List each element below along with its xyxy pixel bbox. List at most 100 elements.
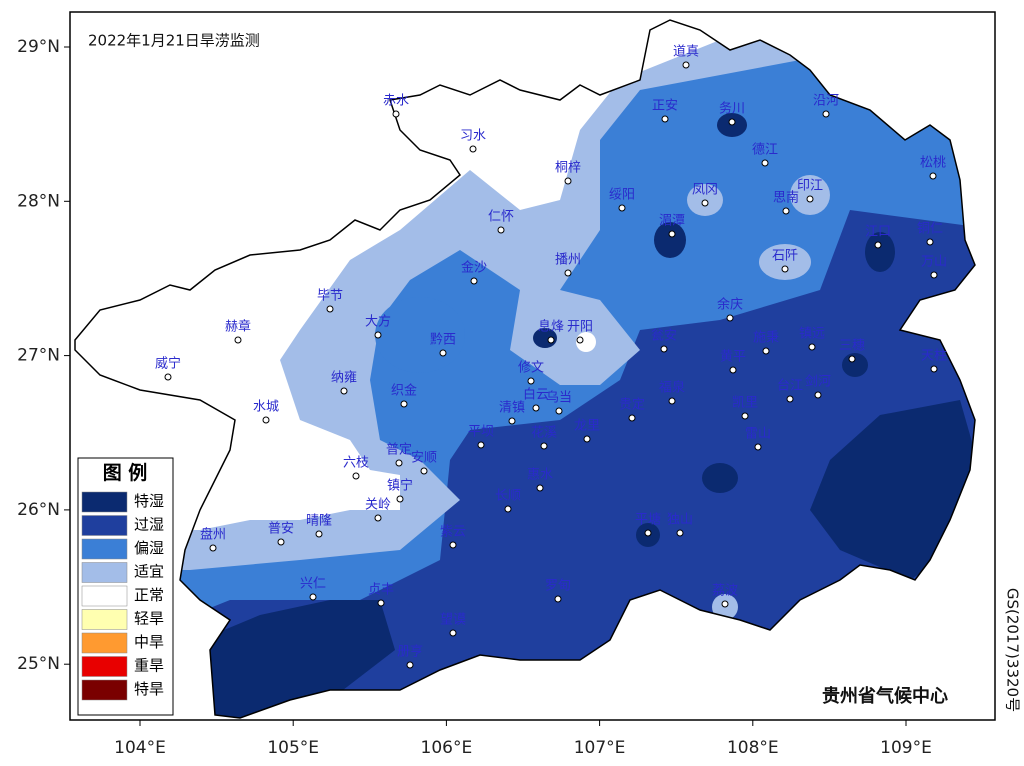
city-name: 瓮安 xyxy=(651,329,677,344)
city-dot xyxy=(930,365,938,373)
legend-label: 中旱 xyxy=(134,633,164,651)
city-dot xyxy=(315,530,323,538)
zone-extreme-wet xyxy=(654,222,686,258)
lon-label: 107°E xyxy=(574,738,626,758)
city-name: 贞丰 xyxy=(368,583,394,598)
city-dot xyxy=(554,595,562,603)
city-name: 荔波 xyxy=(712,584,738,599)
city-dot xyxy=(340,387,348,395)
legend-label: 轻旱 xyxy=(134,610,164,628)
city-dot xyxy=(741,412,749,420)
city-name: 德江 xyxy=(752,143,778,158)
city-name: 凤冈 xyxy=(692,183,718,198)
city-name: 修文 xyxy=(518,361,544,376)
city-dot xyxy=(676,529,684,537)
city-dot xyxy=(729,366,737,374)
lon-label: 108°E xyxy=(727,738,779,758)
city-name: 息烽 xyxy=(538,319,564,335)
city-name: 长顺 xyxy=(495,489,521,504)
city-dot xyxy=(583,435,591,443)
city-name: 平坝 xyxy=(468,425,494,440)
city-name: 务川 xyxy=(719,101,745,117)
legend-label: 偏湿 xyxy=(134,539,164,557)
lat-label: 29°N xyxy=(17,37,60,57)
lat-label: 26°N xyxy=(17,500,60,520)
lat-label: 27°N xyxy=(17,346,60,366)
city-name: 威宁 xyxy=(155,356,181,372)
city-dot xyxy=(930,271,938,279)
city-dot xyxy=(536,484,544,492)
legend-label: 正常 xyxy=(134,586,164,604)
city-name: 思南 xyxy=(773,190,799,206)
city-dot xyxy=(754,443,762,451)
legend-swatch xyxy=(81,609,128,630)
city-dot xyxy=(929,172,937,180)
lon-label: 104°E xyxy=(114,738,166,758)
city-dot xyxy=(761,159,769,167)
map-title: 2022年1月21日旱涝监测 xyxy=(88,32,260,50)
city-name: 雷山 xyxy=(745,427,771,442)
city-dot xyxy=(449,629,457,637)
lon-label: 105°E xyxy=(267,738,319,758)
legend-label: 特湿 xyxy=(134,492,164,510)
city-name: 福泉 xyxy=(659,380,685,396)
city-dot xyxy=(477,441,485,449)
zone-extreme-wet xyxy=(865,232,895,272)
legend-title: 图 例 xyxy=(103,461,148,484)
city-name: 兴仁 xyxy=(300,577,326,592)
city-dot xyxy=(374,514,382,522)
city-name: 龙里 xyxy=(574,419,600,434)
city-dot xyxy=(470,277,478,285)
legend-swatch xyxy=(81,515,128,536)
city-name: 桐梓 xyxy=(555,161,581,176)
city-dot xyxy=(234,336,242,344)
city-name: 惠水 xyxy=(527,468,553,483)
city-dot xyxy=(762,347,770,355)
city-dot xyxy=(660,345,668,353)
city-dot xyxy=(420,467,428,475)
city-dot xyxy=(618,204,626,212)
city-dot xyxy=(628,414,636,422)
city-dot xyxy=(326,305,334,313)
city-name: 印江 xyxy=(797,179,823,194)
city-name: 册亨 xyxy=(397,644,423,660)
city-dot xyxy=(497,226,505,234)
city-name: 赫章 xyxy=(225,319,251,335)
zone-extreme-wet xyxy=(200,600,395,718)
city-name: 习水 xyxy=(460,129,486,144)
city-name: 平塘 xyxy=(635,512,661,528)
city-name: 纳雍 xyxy=(331,370,357,386)
lat-label: 28°N xyxy=(17,191,60,211)
city-dot xyxy=(277,538,285,546)
city-dot xyxy=(926,238,934,246)
legend-label: 适宜 xyxy=(134,563,164,581)
city-dot xyxy=(721,600,729,608)
city-dot xyxy=(576,336,584,344)
city-name: 晴隆 xyxy=(306,514,332,529)
city-name: 普定 xyxy=(386,443,412,458)
city-name: 三穗 xyxy=(839,339,865,354)
city-dot xyxy=(782,207,790,215)
city-dot xyxy=(164,373,172,381)
city-name: 万山 xyxy=(921,255,947,270)
zone-extreme-wet xyxy=(810,400,975,580)
legend-swatch xyxy=(81,585,128,607)
city-dot xyxy=(508,417,516,425)
city-name: 湄潭 xyxy=(659,214,685,229)
city-name: 乌当 xyxy=(546,390,572,406)
city-name: 余庆 xyxy=(717,297,743,313)
city-dot xyxy=(396,495,404,503)
city-name: 剑河 xyxy=(805,374,831,390)
city-name: 黔西 xyxy=(430,333,456,348)
legend-swatch xyxy=(81,538,128,560)
city-name: 镇宁 xyxy=(387,478,413,494)
city-dot xyxy=(806,195,814,203)
city-dot xyxy=(527,377,535,385)
city-dot xyxy=(848,355,856,363)
city-dot xyxy=(262,416,270,424)
legend-label: 重旱 xyxy=(134,657,164,675)
city-name: 紫云 xyxy=(440,525,466,540)
city-dot xyxy=(406,661,414,669)
